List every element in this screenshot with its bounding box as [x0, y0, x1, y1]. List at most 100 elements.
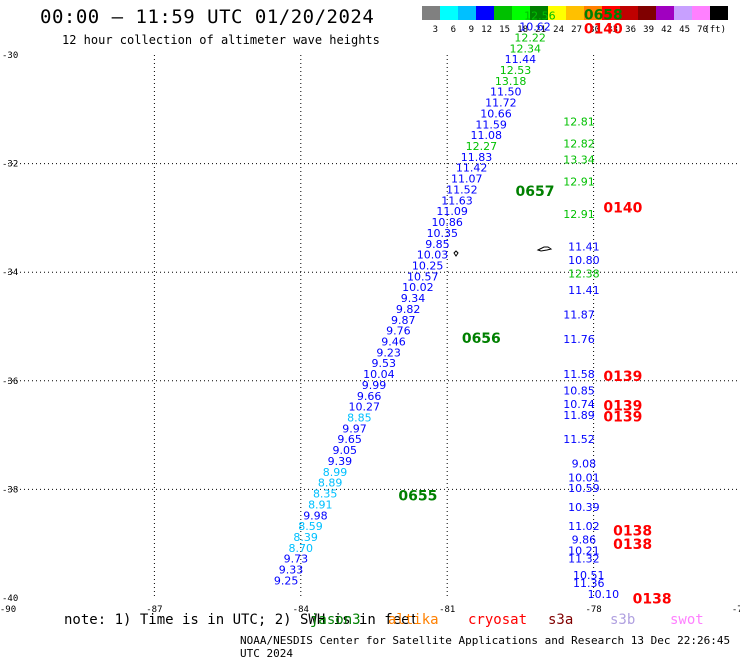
wave-height-label: 9.86 [572, 534, 597, 547]
x-tick-label: -87 [146, 605, 162, 615]
wave-height-label: 11.08 [470, 129, 502, 142]
wave-height-label: 9.85 [425, 238, 450, 251]
wave-height-label: 8.91 [308, 498, 333, 511]
wave-height-label: 11.76 [563, 333, 595, 346]
wave-height-label: 10.04 [363, 368, 395, 381]
wave-height-label: 11.63 [441, 194, 473, 207]
wave-height-label: 9.73 [284, 553, 309, 566]
scale-swatch [584, 6, 602, 20]
scale-label: 45 [679, 25, 690, 35]
wave-height-label: 9.25 [274, 574, 299, 587]
pass-time-label: 0140 [584, 21, 623, 37]
wave-height-label: 11.58 [563, 368, 595, 381]
wave-height-label: 9.98 [303, 509, 328, 522]
y-tick-label: -36 [2, 377, 18, 387]
mission-legend-cryosat: cryosat [468, 612, 528, 628]
island-shape [536, 246, 553, 252]
wave-height-label: 12.91 [563, 175, 595, 188]
y-tick-label: -38 [2, 485, 18, 495]
credit-footer: NOAA/NESDIS Center for Satellite Applica… [240, 634, 731, 660]
pass-time-label: 0138 [613, 537, 652, 553]
wave-height-label: 10.80 [568, 254, 600, 267]
wave-height-label: 9.66 [357, 390, 382, 403]
mission-legend-altika: altika [388, 612, 439, 628]
scale-label: 6 [451, 25, 456, 35]
scale-label: 18 [517, 25, 528, 35]
scale-label: 15 [499, 25, 510, 35]
wave-height-label: 9.05 [332, 444, 357, 457]
wave-height-label: 11.87 [563, 308, 595, 321]
x-tick-label: -90 [0, 605, 16, 615]
wave-height-label: 10.27 [348, 401, 380, 414]
wave-height-label: 11.02 [568, 520, 600, 533]
wave-height-label: 10.03 [417, 249, 449, 262]
pass-time-label: 0656 [462, 331, 501, 347]
wave-height-label: 12.81 [563, 116, 595, 129]
wave-height-label: 9.87 [391, 314, 416, 327]
wave-height-label: 11.07 [451, 173, 483, 186]
y-tick-label: -34 [2, 268, 18, 278]
wave-height-label: 11.83 [461, 151, 493, 164]
wave-height-label: 10.01 [568, 471, 600, 484]
wave-height-label: 9.97 [342, 422, 367, 435]
wave-height-label: 13.18 [495, 75, 527, 88]
scale-swatch [692, 6, 710, 20]
scale-swatch [656, 6, 674, 20]
wave-height-label: 11.41 [568, 284, 600, 297]
scale-swatch [620, 6, 638, 20]
y-tick-label: -30 [2, 51, 18, 61]
wave-height-label: 9.99 [362, 379, 387, 392]
wave-height-label: 12.22 [514, 31, 546, 44]
wave-height-label: 12.53 [500, 64, 532, 77]
wave-height-label: 11.32 [568, 553, 600, 566]
scale-label: 21 [535, 25, 546, 35]
wave-height-label: 9.39 [328, 455, 353, 468]
wave-height-label: 8.35 [313, 488, 338, 501]
wave-height-label: 8.70 [289, 542, 314, 555]
wave-height-label: 9.08 [572, 458, 597, 471]
x-tick-label: -75 [732, 605, 740, 615]
wave-height-label: 9.65 [337, 433, 362, 446]
scale-swatch [530, 6, 548, 20]
wave-height-label: 10.21 [568, 545, 600, 558]
chart-subtitle: 12 hour collection of altimeter wave hei… [62, 33, 380, 47]
scale-swatch [548, 6, 566, 20]
mission-legend-s3a: s3a [548, 612, 574, 628]
pass-time-label: 0138 [633, 591, 672, 607]
scale-label: 9 [469, 25, 474, 35]
wave-height-label: 10.10 [588, 588, 620, 601]
wave-height-label: 11.44 [505, 53, 537, 66]
scale-swatch [638, 6, 656, 20]
wave-height-label: 10.62 [519, 21, 551, 34]
mission-legend-swot: swot [670, 612, 704, 628]
wave-height-label: 11.52 [563, 433, 595, 446]
wave-height-label: 10.85 [563, 384, 595, 397]
pass-time-label: 0655 [398, 488, 437, 504]
pass-time-label: 0139 [603, 410, 642, 426]
wave-height-label: 8.59 [298, 520, 323, 533]
wave-height-label: 10.74 [563, 398, 595, 411]
x-tick-label: -84 [293, 605, 309, 615]
pass-time-label: 0139 [603, 369, 642, 385]
grid-layer [8, 55, 740, 598]
mission-legend-jason3: jason3 [310, 612, 361, 628]
wave-height-label: 12.27 [466, 140, 498, 153]
scale-label: 3 [433, 25, 438, 35]
wave-height-label: 11.50 [490, 86, 522, 99]
wave-height-label: 8.39 [293, 531, 318, 544]
wave-height-label: 8.85 [347, 412, 372, 425]
scale-label: 36 [625, 25, 636, 35]
scale-swatch [674, 6, 692, 20]
wave-height-label: 11.89 [563, 409, 595, 422]
wave-height-label: 9.34 [401, 292, 426, 305]
wave-height-label: 11.36 [573, 577, 605, 590]
wave-height-label: 11.52 [446, 183, 478, 196]
y-tick-label: -40 [2, 594, 18, 604]
wave-height-label: 10.86 [431, 216, 463, 229]
wave-height-label: 9.76 [386, 325, 411, 338]
wave-height-label: 11.42 [456, 162, 488, 175]
wave-height-label: 11.41 [568, 240, 600, 253]
pass-labels-layer: 0658014006570140065601390139013906550138… [398, 8, 671, 608]
wave-height-label: 13.34 [563, 154, 595, 167]
